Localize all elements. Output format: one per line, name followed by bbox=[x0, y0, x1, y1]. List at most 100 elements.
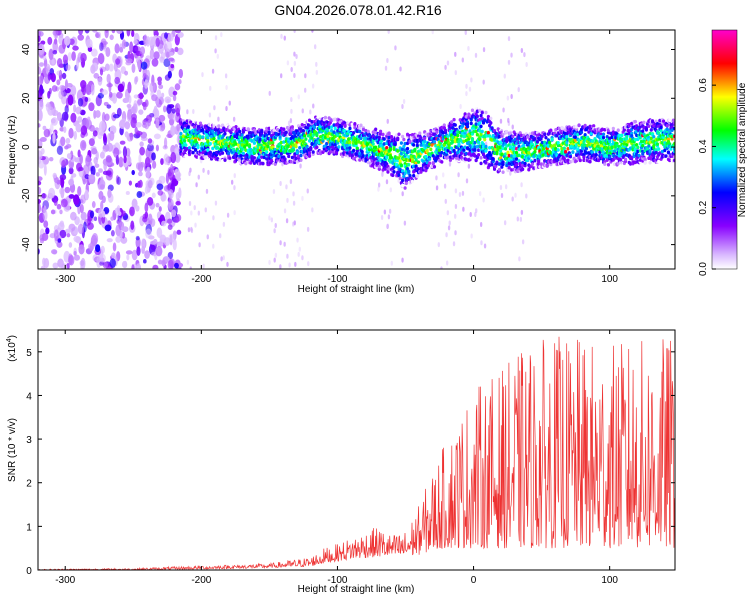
heatmap-cell bbox=[311, 207, 314, 213]
heatmap-cell bbox=[174, 168, 180, 175]
heatmap-cell bbox=[322, 122, 326, 127]
heatmap-cell bbox=[165, 172, 170, 184]
heatmap-cell bbox=[296, 237, 299, 243]
x-tick-label: 0 bbox=[471, 274, 477, 285]
top-x-axis-label: Height of straight line (km) bbox=[298, 284, 415, 295]
heatmap-cell bbox=[262, 155, 266, 160]
heatmap-cell bbox=[167, 182, 173, 192]
heatmap-cell bbox=[187, 146, 192, 150]
heatmap-cell bbox=[478, 117, 482, 122]
heatmap-cell bbox=[43, 163, 47, 176]
heatmap-cell bbox=[648, 160, 652, 165]
heatmap-cell bbox=[219, 233, 222, 239]
heatmap-cell bbox=[140, 61, 148, 70]
heatmap-cell bbox=[387, 131, 391, 136]
heatmap-cell bbox=[84, 96, 89, 102]
heatmap-cell bbox=[145, 180, 149, 189]
heatmap-cell bbox=[405, 146, 410, 151]
heatmap-cell bbox=[184, 129, 188, 134]
heatmap-cell bbox=[390, 155, 394, 160]
heatmap-cell bbox=[401, 178, 405, 183]
heatmap-cell bbox=[50, 209, 56, 215]
heatmap-cell bbox=[258, 137, 263, 142]
heatmap-cell bbox=[404, 157, 408, 162]
heatmap-cell bbox=[155, 144, 159, 152]
heatmap-cell bbox=[382, 142, 386, 146]
heatmap-cell bbox=[223, 158, 227, 162]
heatmap-cell bbox=[116, 91, 123, 99]
heatmap-cell bbox=[402, 137, 406, 142]
heatmap-cell bbox=[109, 34, 114, 41]
heatmap-cell bbox=[450, 120, 454, 124]
heatmap-cell bbox=[311, 116, 315, 121]
heatmap-cell bbox=[39, 237, 45, 244]
heatmap-cell bbox=[446, 60, 450, 66]
heatmap-cell bbox=[469, 212, 472, 218]
heatmap-cell bbox=[105, 170, 112, 176]
heatmap-cell bbox=[274, 222, 277, 228]
heatmap-cell bbox=[244, 148, 248, 152]
heatmap-cell bbox=[390, 134, 394, 139]
heatmap-cell bbox=[151, 192, 156, 199]
heatmap-cell bbox=[393, 142, 397, 147]
x-tick-label: -200 bbox=[191, 274, 211, 285]
y-tick-label: 40 bbox=[21, 44, 32, 56]
heatmap-cell bbox=[544, 135, 548, 140]
heatmap-cell bbox=[245, 142, 249, 147]
heatmap-cell bbox=[163, 137, 168, 149]
heatmap-cell bbox=[224, 128, 228, 132]
heatmap-cell bbox=[246, 127, 250, 131]
heatmap-cell bbox=[111, 252, 116, 259]
heatmap-cell bbox=[441, 130, 445, 135]
heatmap-cell bbox=[274, 252, 278, 258]
heatmap-cell bbox=[381, 171, 384, 177]
heatmap-cell bbox=[443, 183, 447, 189]
heatmap-cell bbox=[176, 229, 182, 235]
y-tick-label: 0 bbox=[26, 566, 32, 577]
heatmap-cell bbox=[174, 46, 179, 53]
heatmap-cell bbox=[230, 179, 234, 185]
heatmap-cell bbox=[126, 30, 131, 37]
heatmap-cell bbox=[195, 182, 198, 188]
heatmap-cell bbox=[366, 129, 370, 134]
heatmap-cell bbox=[309, 126, 313, 130]
heatmap-cell bbox=[565, 134, 569, 139]
heatmap-cell bbox=[461, 190, 465, 196]
heatmap-cell bbox=[292, 143, 296, 147]
heatmap-cell bbox=[396, 149, 400, 153]
heatmap-cell bbox=[465, 146, 470, 151]
heatmap-cell bbox=[288, 262, 291, 268]
heatmap-cell bbox=[407, 155, 411, 159]
heatmap-cell bbox=[38, 138, 43, 149]
heatmap-cell bbox=[47, 36, 53, 45]
heatmap-cell bbox=[381, 132, 385, 137]
heatmap-cell bbox=[501, 146, 505, 151]
heatmap-cell bbox=[73, 130, 78, 140]
heatmap-cell bbox=[468, 143, 472, 148]
heatmap-cell bbox=[42, 257, 46, 267]
heatmap-cell bbox=[403, 141, 407, 146]
heatmap-cell bbox=[273, 147, 277, 152]
heatmap-cell bbox=[497, 162, 502, 166]
heatmap-cell bbox=[495, 160, 499, 165]
heatmap-cell bbox=[556, 140, 560, 145]
heatmap-cell bbox=[457, 172, 460, 178]
heatmap-cell bbox=[397, 156, 401, 160]
heatmap-cell bbox=[568, 154, 573, 159]
heatmap-cell bbox=[299, 158, 303, 162]
heatmap-cell bbox=[211, 129, 215, 134]
heatmap-cell bbox=[448, 220, 451, 226]
heatmap-cell bbox=[563, 149, 568, 154]
heatmap-cell bbox=[84, 174, 90, 180]
heatmap-cell bbox=[533, 158, 537, 163]
heatmap-cell bbox=[488, 145, 492, 150]
heatmap-cell bbox=[283, 208, 287, 214]
heatmap-cell bbox=[479, 124, 483, 129]
heatmap-cell bbox=[520, 209, 524, 215]
heatmap-cell bbox=[149, 240, 157, 245]
heatmap-cell bbox=[332, 123, 336, 127]
heatmap-cell bbox=[81, 141, 86, 149]
heatmap-cell bbox=[209, 85, 212, 91]
heatmap-cell bbox=[469, 117, 473, 122]
